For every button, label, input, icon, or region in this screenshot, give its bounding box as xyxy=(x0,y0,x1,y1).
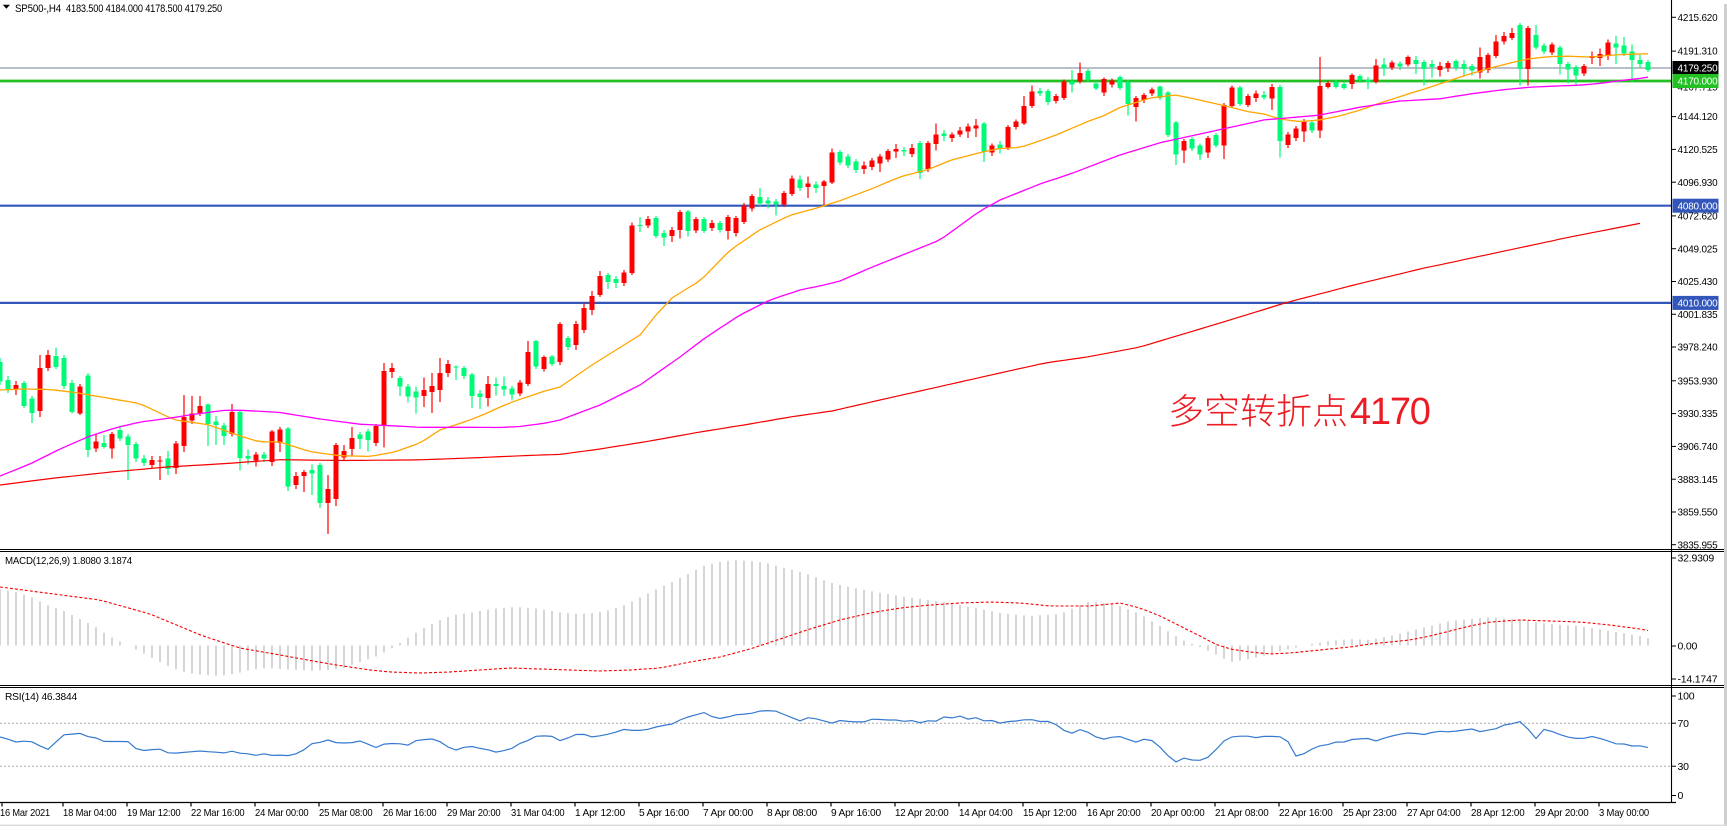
svg-text:3930.335: 3930.335 xyxy=(1678,408,1718,420)
svg-text:3883.145: 3883.145 xyxy=(1678,474,1718,486)
svg-text:32.9309: 32.9309 xyxy=(1678,553,1715,565)
svg-text:15 Apr 12:00: 15 Apr 12:00 xyxy=(1023,807,1077,819)
svg-text:4080.000: 4080.000 xyxy=(1678,200,1718,212)
svg-text:0.00: 0.00 xyxy=(1678,641,1698,653)
svg-text:4120.525: 4120.525 xyxy=(1678,144,1718,156)
svg-text:25 Mar 08:00: 25 Mar 08:00 xyxy=(319,807,373,819)
svg-text:4183.500 4184.000 4178.500 417: 4183.500 4184.000 4178.500 4179.250 xyxy=(66,3,222,15)
svg-text:9 Apr 16:00: 9 Apr 16:00 xyxy=(831,807,881,819)
svg-text:4170.000: 4170.000 xyxy=(1678,76,1718,88)
svg-text:4215.620: 4215.620 xyxy=(1678,12,1718,24)
svg-text:29 Apr 20:00: 29 Apr 20:00 xyxy=(1535,807,1589,819)
svg-text:4072.620: 4072.620 xyxy=(1678,211,1718,223)
svg-text:14 Apr 04:00: 14 Apr 04:00 xyxy=(959,807,1013,819)
svg-text:25 Apr 23:00: 25 Apr 23:00 xyxy=(1343,807,1397,819)
svg-text:29 Mar 20:00: 29 Mar 20:00 xyxy=(447,807,501,819)
svg-text:3978.240: 3978.240 xyxy=(1678,342,1718,354)
svg-text:4001.835: 4001.835 xyxy=(1678,309,1718,321)
svg-text:16 Apr 20:00: 16 Apr 20:00 xyxy=(1087,807,1141,819)
svg-text:4025.430: 4025.430 xyxy=(1678,276,1718,288)
svg-text:MACD(12,26,9) 1.8080 3.1874: MACD(12,26,9) 1.8080 3.1874 xyxy=(5,555,132,567)
svg-text:12 Apr 20:00: 12 Apr 20:00 xyxy=(895,807,949,819)
svg-text:-14.1747: -14.1747 xyxy=(1678,674,1718,686)
svg-text:4191.310: 4191.310 xyxy=(1678,46,1718,58)
svg-text:16 Mar 2021: 16 Mar 2021 xyxy=(0,807,50,819)
svg-text:28 Apr 12:00: 28 Apr 12:00 xyxy=(1471,807,1525,819)
svg-text:22 Apr 16:00: 22 Apr 16:00 xyxy=(1279,807,1333,819)
svg-text:3859.550: 3859.550 xyxy=(1678,507,1718,519)
svg-text:30: 30 xyxy=(1678,761,1690,773)
svg-text:100: 100 xyxy=(1678,691,1695,703)
svg-text:4179.250: 4179.250 xyxy=(1678,63,1718,75)
svg-text:4049.025: 4049.025 xyxy=(1678,243,1718,255)
svg-text:21 Apr 08:00: 21 Apr 08:00 xyxy=(1215,807,1269,819)
svg-text:22 Mar 16:00: 22 Mar 16:00 xyxy=(191,807,245,819)
svg-text:3 May 00:00: 3 May 00:00 xyxy=(1599,807,1649,819)
svg-text:3953.930: 3953.930 xyxy=(1678,375,1718,387)
svg-text:20 Apr 00:00: 20 Apr 00:00 xyxy=(1151,807,1205,819)
svg-text:7 Apr 00:00: 7 Apr 00:00 xyxy=(703,807,753,819)
svg-text:26 Mar 16:00: 26 Mar 16:00 xyxy=(383,807,437,819)
svg-text:4144.120: 4144.120 xyxy=(1678,111,1718,123)
svg-text:18 Mar 04:00: 18 Mar 04:00 xyxy=(63,807,117,819)
svg-text:24 Mar 00:00: 24 Mar 00:00 xyxy=(255,807,309,819)
svg-text:3835.955: 3835.955 xyxy=(1678,539,1718,551)
svg-text:1 Apr 12:00: 1 Apr 12:00 xyxy=(575,807,625,819)
svg-text:4170: 4170 xyxy=(1350,391,1430,433)
svg-text:8 Apr 08:00: 8 Apr 08:00 xyxy=(767,807,817,819)
svg-text:RSI(14) 46.3844: RSI(14) 46.3844 xyxy=(5,691,77,703)
svg-text:31 Mar 04:00: 31 Mar 04:00 xyxy=(511,807,565,819)
svg-text:19 Mar 12:00: 19 Mar 12:00 xyxy=(127,807,181,819)
svg-text:27 Apr 04:00: 27 Apr 04:00 xyxy=(1407,807,1461,819)
svg-text:4096.930: 4096.930 xyxy=(1678,177,1718,189)
svg-text:0: 0 xyxy=(1678,790,1684,802)
svg-text:70: 70 xyxy=(1678,718,1690,730)
svg-text:4010.000: 4010.000 xyxy=(1678,298,1718,310)
svg-text:3906.740: 3906.740 xyxy=(1678,441,1718,453)
svg-text:5 Apr 16:00: 5 Apr 16:00 xyxy=(639,807,689,819)
svg-text:SP500-,H4: SP500-,H4 xyxy=(15,3,61,15)
